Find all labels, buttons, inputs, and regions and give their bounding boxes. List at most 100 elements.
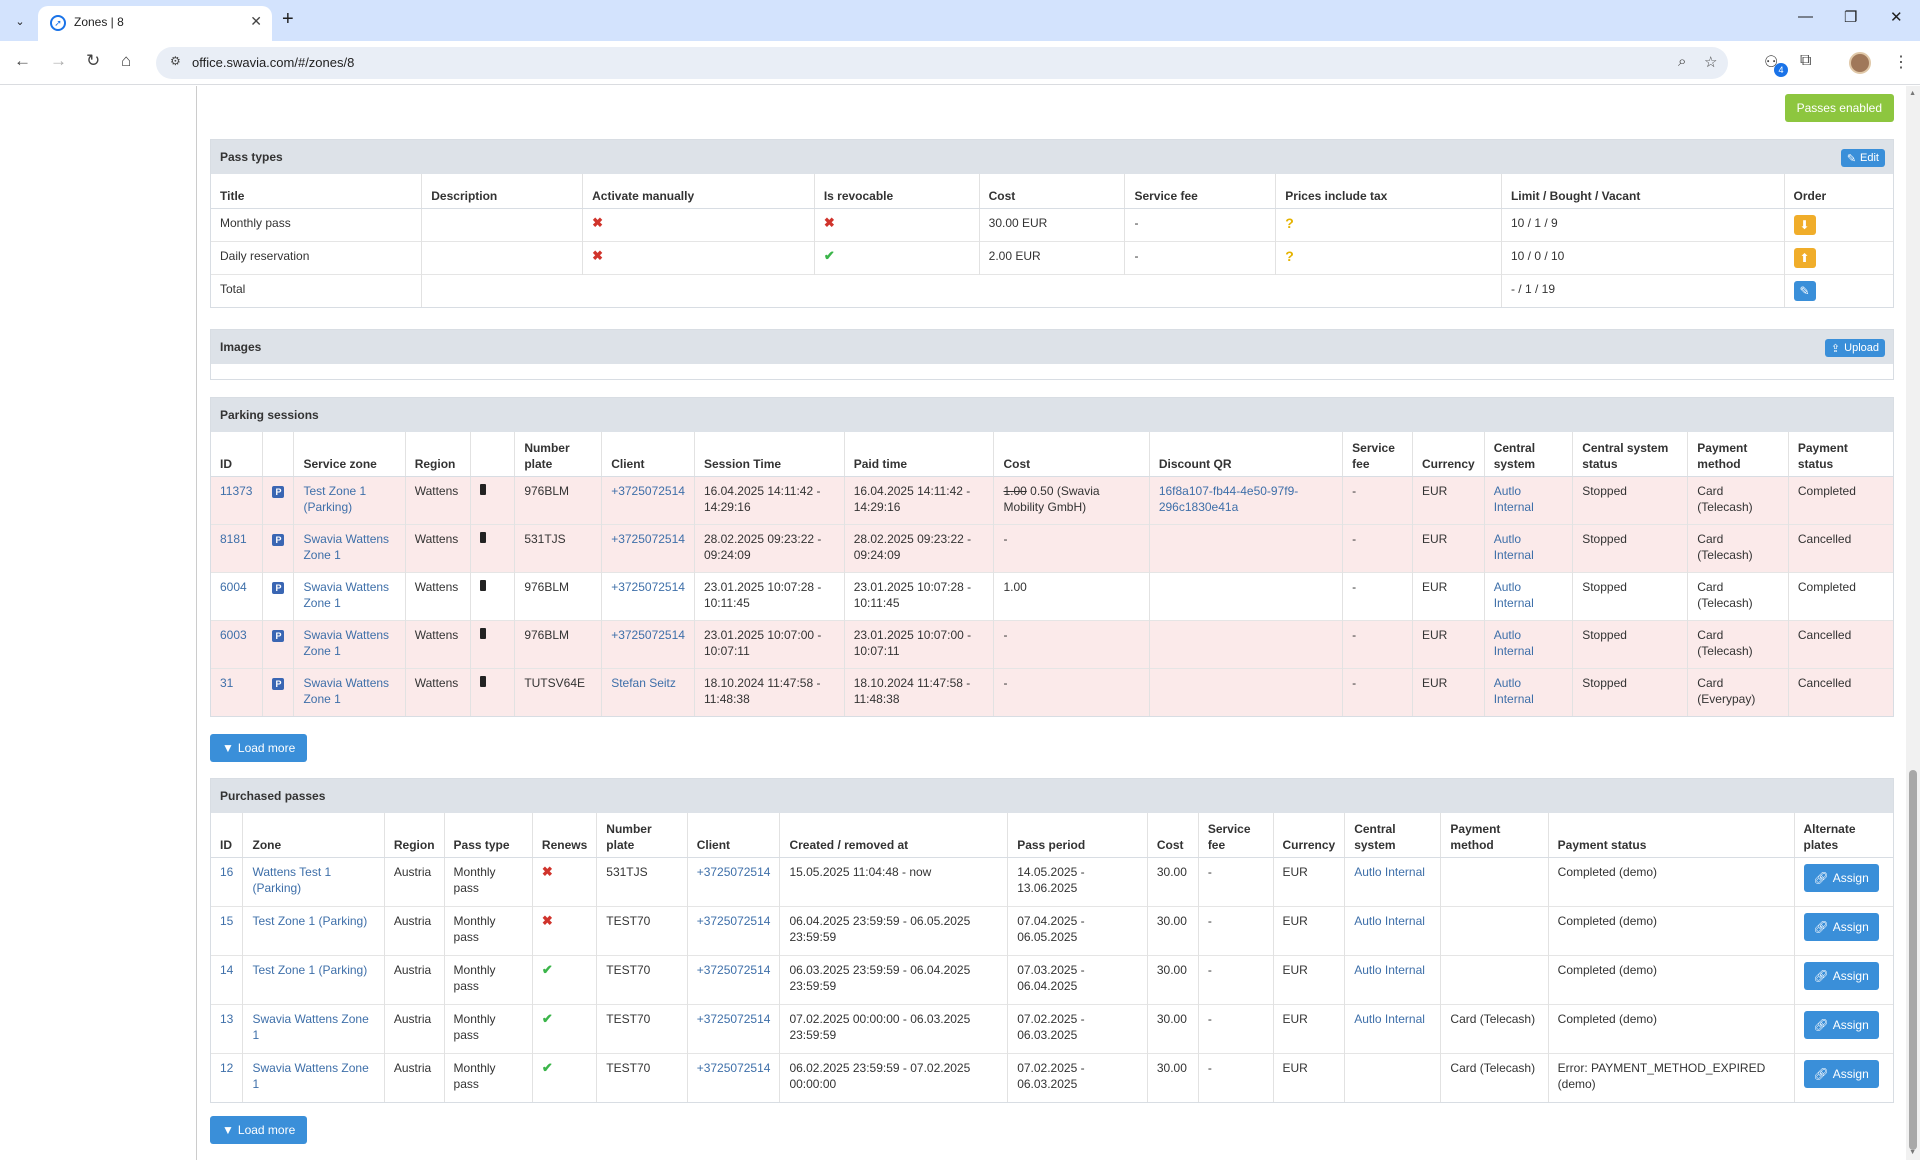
zone-cell-value[interactable]: Test Zone 1 (Parking) — [252, 913, 368, 928]
scroll-up-icon[interactable]: ▲ — [1909, 90, 1916, 97]
central-system-cell-value[interactable]: Autlo Internal — [1354, 864, 1425, 879]
id-cell-value[interactable]: 13 — [220, 1011, 234, 1026]
assign-button[interactable]: 🔗︎ Assign — [1803, 1010, 1879, 1039]
client-cell-value[interactable]: +3725072514 — [611, 627, 685, 642]
renews-cell: ✖ — [532, 905, 598, 955]
upload-button[interactable]: ⇪ Upload — [1824, 339, 1885, 357]
client-cell-value[interactable]: +3725072514 — [696, 962, 771, 977]
avatar[interactable] — [1849, 52, 1871, 74]
extensions-puzzle-icon[interactable]: ⧉ — [1800, 52, 1812, 69]
edit-pass-types-button[interactable]: ✎ Edit — [1840, 149, 1885, 167]
scroll-down-icon[interactable]: ▼ — [1909, 1149, 1916, 1156]
id-cell-value[interactable]: 14 — [220, 962, 234, 977]
service-zone-cell-value[interactable]: Swavia Wattens Zone 1 — [303, 531, 390, 562]
id-cell-value[interactable]: 16 — [220, 864, 234, 879]
zone-cell-value[interactable]: Wattens Test 1 (Parking) — [252, 864, 332, 895]
assign-button[interactable]: 🔗︎ Assign — [1803, 1059, 1879, 1088]
client-cell-value[interactable]: +3725072514 — [696, 1060, 771, 1075]
service-fee-cell-value: - — [1352, 627, 1357, 642]
forward-icon[interactable]: → — [50, 51, 67, 70]
service-zone-cell-value[interactable]: Test Zone 1 (Parking) — [303, 483, 367, 514]
zone-cell-value[interactable]: Test Zone 1 (Parking) — [252, 962, 368, 977]
bookmark-star-icon[interactable]: ☆ — [1704, 54, 1718, 71]
region-cell-value: Wattens — [414, 579, 459, 594]
session-time-cell-value: 18.10.2024 11:47:58 - 11:48:38 — [703, 675, 821, 706]
assign-button[interactable]: 🔗︎ Assign — [1803, 912, 1879, 941]
service-fee-cell: - — [1342, 667, 1414, 716]
central-system-cell-value[interactable]: Autlo Internal — [1493, 483, 1534, 514]
minimize-icon[interactable]: — — [1798, 8, 1813, 25]
client-cell-value[interactable]: +3725072514 — [611, 483, 685, 498]
id-cell-value[interactable]: 11373 — [220, 483, 253, 498]
central-system-cell-value[interactable]: Autlo Internal — [1493, 675, 1534, 706]
payment-status-cell: Completed — [1788, 571, 1893, 620]
central-system-cell-value[interactable]: Autlo Internal — [1493, 531, 1534, 562]
total-row: Total - / 1 / 19 ✎ — [211, 273, 1893, 307]
site-info-icon[interactable]: ⚙ — [170, 54, 181, 68]
close-icon[interactable]: ✕ — [250, 13, 262, 29]
pass-type-cell: Monthly pass — [444, 954, 533, 1004]
restore-icon[interactable]: ❐ — [1844, 9, 1858, 26]
menu-dots-icon[interactable]: ⋮ — [1893, 54, 1909, 71]
tab-search-icon[interactable]: ⌄ — [15, 15, 25, 28]
window-close-icon[interactable]: ✕ — [1890, 9, 1903, 26]
order-button[interactable]: ⬇ — [1793, 214, 1816, 235]
reload-icon[interactable]: ↻ — [86, 51, 101, 70]
client-cell-value[interactable]: +3725072514 — [611, 531, 685, 546]
central-system-cell-value[interactable]: Autlo Internal — [1493, 627, 1534, 658]
edit-total-button[interactable]: ✎ — [1793, 280, 1816, 301]
zoom-icon[interactable]: ⌕ — [1678, 53, 1687, 70]
order-button[interactable]: ⬆ — [1793, 247, 1816, 268]
service-zone-cell-value[interactable]: Swavia Wattens Zone 1 — [303, 675, 390, 706]
extension-badge: 4 — [1774, 63, 1788, 77]
column-header-device — [470, 432, 516, 477]
activate-manually-cell-value: ✖ — [592, 214, 604, 230]
id-cell-value[interactable]: 6004 — [220, 579, 247, 594]
home-icon[interactable]: ⌂ — [121, 51, 132, 70]
client-cell-value[interactable]: +3725072514 — [611, 579, 685, 594]
parking-icon: P — [272, 485, 285, 498]
scrollbar[interactable]: ▲ ▼ — [1906, 86, 1920, 1160]
central-system-status-cell-value: Stopped — [1582, 483, 1627, 498]
id-cell-value[interactable]: 6003 — [220, 627, 247, 642]
id-cell-value[interactable]: 12 — [220, 1060, 234, 1075]
payment-status-cell-value: Cancelled — [1797, 627, 1852, 642]
table-row: 11373 P Test Zone 1 (Parking) Wattens 976BLM… — [211, 475, 1893, 524]
assign-button[interactable]: 🔗︎ Assign — [1803, 863, 1879, 892]
client-cell-value[interactable]: +3725072514 — [696, 913, 771, 928]
prices-include-tax-cell-value: ? — [1285, 247, 1294, 264]
new-tab-icon[interactable]: + — [282, 8, 294, 30]
central-system-cell-value[interactable]: Autlo Internal — [1354, 962, 1425, 977]
url-text[interactable]: office.swavia.com/#/zones/8 — [192, 55, 355, 70]
id-cell-value[interactable]: 31 — [220, 675, 234, 690]
service-zone-cell-value[interactable]: Swavia Wattens Zone 1 — [303, 579, 390, 610]
assign-button[interactable]: 🔗︎ Assign — [1803, 961, 1879, 990]
id-cell-value[interactable]: 8181 — [220, 531, 247, 546]
load-more-passes-button[interactable]: ▼ Load more — [210, 1116, 308, 1144]
central-system-cell-value[interactable]: Autlo Internal — [1354, 913, 1425, 928]
central-system-cell-value[interactable]: Autlo Internal — [1493, 579, 1534, 610]
parking-icon: P — [272, 533, 285, 546]
service-fee-cell-value: - — [1352, 531, 1357, 546]
browser-tab[interactable]: ➚ Zones | 8 ✕ — [38, 6, 272, 41]
zone-cell-value[interactable]: Swavia Wattens Zone 1 — [252, 1011, 369, 1042]
client-cell-value[interactable]: +3725072514 — [696, 1011, 771, 1026]
payment-method-cell: Card (Telecash) — [1440, 1052, 1549, 1102]
parking-sessions-header: Parking sessions — [211, 398, 1893, 432]
central-system-cell-value[interactable]: Autlo Internal — [1354, 1011, 1425, 1026]
back-icon[interactable]: ← — [14, 51, 31, 70]
id-cell-value[interactable]: 15 — [220, 913, 234, 928]
client-cell-value[interactable]: Stefan Seitz — [611, 675, 676, 690]
discount-qr-cell-value[interactable]: 16f8a107-fb44-4e50-97f9-296c1830e41a — [1158, 483, 1299, 514]
scroll-thumb[interactable] — [1909, 770, 1917, 1150]
number-plate-cell: 531TJS — [596, 856, 688, 906]
zone-cell-value[interactable]: Swavia Wattens Zone 1 — [252, 1060, 369, 1091]
column-header-number-plate: Number plate — [514, 432, 603, 477]
client-cell-value[interactable]: +3725072514 — [696, 864, 771, 879]
service-zone-cell: Test Zone 1 (Parking) — [293, 475, 406, 524]
column-header-client: Client — [687, 813, 781, 858]
address-bar[interactable]: ⚙ office.swavia.com/#/zones/8 ⌕ ☆ — [156, 47, 1728, 79]
load-more-sessions-button[interactable]: ▼ Load more — [210, 734, 308, 762]
service-zone-cell-value[interactable]: Swavia Wattens Zone 1 — [303, 627, 390, 658]
passes-enabled-button[interactable]: Passes enabled — [1784, 94, 1894, 122]
